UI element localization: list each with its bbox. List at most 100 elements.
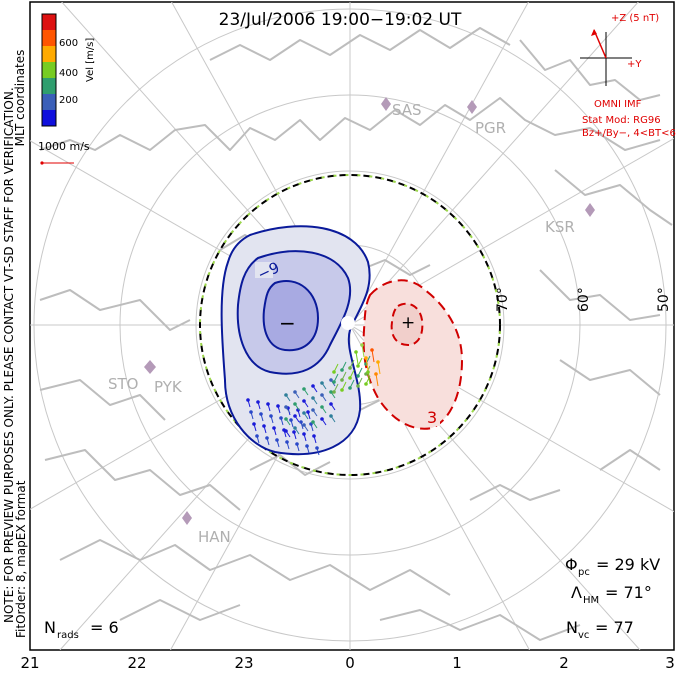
svg-text:pc: pc — [578, 567, 590, 578]
vector-origin — [305, 444, 309, 448]
mlt-tick-21: 21 — [20, 654, 39, 672]
mlt-tick-3: 3 — [665, 654, 675, 672]
hm-boundary-latitude: Λ HM = 71° — [571, 583, 652, 606]
pole-marker — [341, 316, 355, 330]
vector-origin — [293, 426, 297, 430]
imf-z-label: +Z (5 nT) — [611, 13, 659, 24]
vector-origin — [374, 372, 378, 376]
colorbar-segment — [42, 94, 56, 111]
vector-origin — [266, 402, 270, 406]
vector-origin — [284, 429, 288, 433]
vector-count: N vc = 77 — [566, 618, 634, 641]
hm-boundary-vectors — [199, 174, 501, 476]
vector-origin — [348, 386, 352, 390]
vector-origin — [360, 343, 364, 347]
vector-origin — [356, 374, 360, 378]
svg-text:= 77: = 77 — [595, 618, 634, 637]
vector-origin — [284, 405, 288, 409]
vector-origin — [366, 370, 370, 374]
vector-origin — [293, 414, 297, 418]
svg-text:Φ: Φ — [565, 555, 578, 574]
radar-count: N rads = 6 — [44, 618, 119, 641]
vector-origin — [329, 402, 333, 406]
colorbar-segment — [42, 110, 56, 127]
svg-text:HM: HM — [583, 595, 599, 606]
vector-origin — [279, 416, 283, 420]
station-sto: STO — [108, 375, 139, 393]
vector-origin — [340, 388, 344, 392]
vector-origin — [364, 382, 368, 386]
vector-origin — [302, 387, 306, 391]
vector-origin — [302, 411, 306, 415]
svg-text:= 6: = 6 — [90, 618, 119, 637]
coastlines — [39, 27, 673, 641]
vector-origin — [332, 370, 336, 374]
vector-origin — [246, 398, 250, 402]
vector-origin — [354, 350, 358, 354]
latitude-label-0: 70° — [495, 287, 511, 312]
vector-origin — [284, 393, 288, 397]
imf-clock-dial: +Z (5 nT) +Y OMNI IMF Stat Mod: RG96 Bz+… — [580, 13, 676, 139]
velocity-vectors — [246, 343, 381, 456]
velocity-vector — [355, 351, 359, 365]
station-han: HAN — [198, 528, 231, 546]
vector-origin — [329, 414, 333, 418]
velocity-vector — [365, 357, 369, 371]
vector-origin — [299, 420, 303, 424]
imf-source-label: OMNI IMF — [594, 99, 642, 110]
svg-text:= 71°: = 71° — [605, 583, 652, 602]
potential-minimum-marker: − — [279, 311, 296, 335]
station-ksr: KSR — [545, 218, 575, 236]
vector-origin — [340, 368, 344, 372]
colorbar-segment — [42, 14, 56, 31]
mlt-tick-0: 0 — [345, 654, 355, 672]
positive-contour-label: 3 — [427, 408, 437, 427]
vector-origin — [284, 417, 288, 421]
vector-origin — [329, 390, 333, 394]
cross-polar-potential: Φ pc = 29 kV — [565, 555, 660, 578]
imf-y-label: +Y — [627, 59, 642, 70]
svg-text:rads: rads — [57, 630, 79, 641]
vector-origin — [320, 381, 324, 385]
colorbar-unit: Vel [m/s] — [85, 38, 96, 82]
vector-origin — [348, 376, 352, 380]
vector-origin — [356, 364, 360, 368]
vector-origin — [272, 426, 276, 430]
latitude-label-2: 50° — [656, 287, 672, 312]
vector-origin — [275, 438, 279, 442]
colorbar-tick-400: 400 — [59, 68, 78, 79]
vector-origin — [311, 384, 315, 388]
vector-origin — [348, 366, 352, 370]
vector-origin — [364, 356, 368, 360]
vector-origin — [312, 434, 316, 438]
vector-origin — [262, 424, 266, 428]
colorbar-segment — [42, 78, 56, 95]
svg-text:N: N — [566, 618, 578, 637]
vector-origin — [289, 418, 293, 422]
velocity-vector — [375, 373, 379, 387]
colorbar-tick-600: 600 — [59, 38, 78, 49]
vector-origin — [320, 417, 324, 421]
vector-origin — [340, 378, 344, 382]
vector-origin — [276, 404, 280, 408]
colorbar-segment — [42, 46, 56, 63]
vector-origin — [285, 440, 289, 444]
velocity-vector — [371, 349, 375, 363]
vector-origin — [320, 393, 324, 397]
mlt-tick-22: 22 — [127, 654, 146, 672]
imf-model-params: Bz+/By−, 4<BT<6 — [582, 128, 676, 139]
fit-order-note: FitOrder: 8, mapEX format — [14, 480, 28, 638]
colorbar-segment — [42, 62, 56, 79]
vector-origin — [256, 400, 260, 404]
vector-origin — [302, 432, 306, 436]
svg-text:vc: vc — [578, 630, 589, 641]
negative-potential-cell: −9 − — [220, 225, 371, 456]
vector-origin — [255, 434, 259, 438]
vector-origin — [311, 420, 315, 424]
vector-origin — [306, 410, 310, 414]
velocity-colorbar — [42, 14, 56, 127]
vector-origin — [269, 414, 273, 418]
mlt-tick-2: 2 — [559, 654, 569, 672]
vector-origin — [293, 402, 297, 406]
